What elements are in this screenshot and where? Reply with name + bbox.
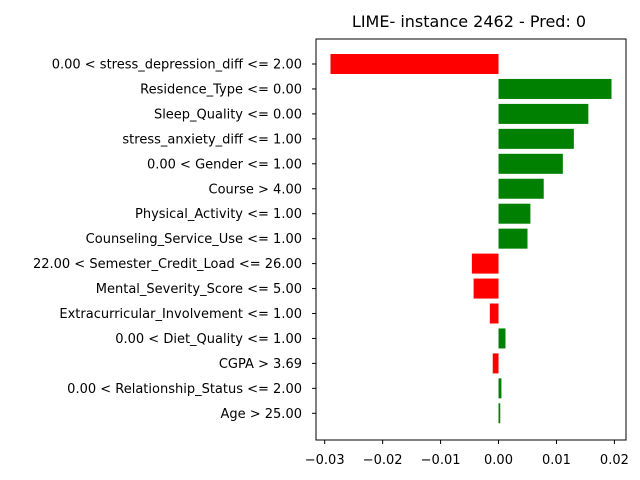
y-tick-label: 22.00 < Semester_Credit_Load <= 26.00 — [33, 257, 302, 272]
bar-3 — [498, 128, 574, 149]
y-tick-label: stress_anxiety_diff <= 1.00 — [122, 132, 302, 147]
axes-frame — [315, 38, 627, 441]
y-tick-label: Age > 25.00 — [220, 407, 302, 422]
bar-13 — [498, 378, 502, 399]
x-tick-label: 0.02 — [600, 453, 629, 468]
bar-6 — [498, 203, 531, 224]
bar-11 — [498, 328, 506, 349]
x-tick-label: 0.01 — [542, 453, 571, 468]
y-tick-label: 0.00 < Gender <= 1.00 — [147, 157, 302, 172]
bar-1 — [498, 78, 612, 99]
bar-8 — [471, 253, 499, 274]
y-tick-label: Extracurricular_Involvement <= 1.00 — [59, 307, 302, 322]
y-tick-label: Physical_Activity <= 1.00 — [135, 207, 302, 222]
bar-4 — [498, 153, 563, 174]
y-tick-label: Residence_Type <= 0.00 — [140, 82, 302, 97]
y-tick-labels: 0.00 < stress_depression_diff <= 2.00 Res… — [33, 58, 316, 422]
x-tick-label: −0.03 — [305, 453, 345, 468]
chart-title: LIME- instance 2462 - Pred: 0 — [352, 12, 586, 31]
x-axis-ticks: −0.03 −0.02 −0.01 0.00 0.01 0.02 — [305, 440, 629, 468]
x-tick-label: −0.02 — [363, 453, 403, 468]
bar-9 — [473, 278, 499, 299]
bar-12 — [492, 353, 499, 374]
y-tick-label: 0.00 < stress_depression_diff <= 2.00 — [52, 58, 302, 73]
y-tick-label: 0.00 < Diet_Quality <= 1.00 — [115, 332, 302, 347]
y-tick-label: Course > 4.00 — [209, 182, 303, 197]
y-tick-label: 0.00 < Relationship_Status <= 2.00 — [67, 382, 302, 397]
bar-2 — [498, 103, 589, 124]
x-tick-label: 0.00 — [484, 453, 513, 468]
bar-14 — [498, 403, 501, 424]
y-tick-label: Mental_Severity_Score <= 5.00 — [96, 282, 302, 297]
bar-5 — [498, 178, 544, 199]
bar-7 — [498, 228, 528, 249]
y-tick-label: CGPA > 3.69 — [219, 357, 302, 372]
bar-0 — [330, 54, 499, 74]
bars-layer — [330, 54, 612, 424]
y-tick-label: Counseling_Service_Use <= 1.00 — [86, 232, 302, 247]
x-tick-label: −0.01 — [421, 453, 461, 468]
y-tick-label: Sleep_Quality <= 0.00 — [154, 107, 302, 122]
bar-10 — [489, 303, 499, 324]
